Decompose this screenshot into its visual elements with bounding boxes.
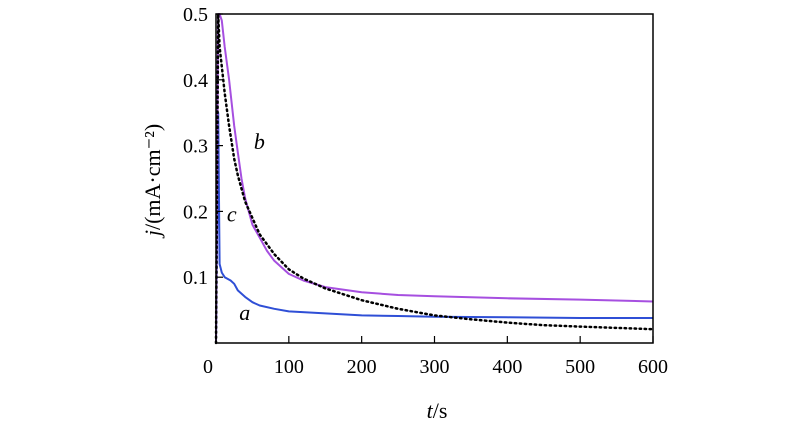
series-label-a: a (239, 300, 250, 325)
x-tick-label: 300 (420, 356, 450, 378)
y-tick-label: 0.3 (183, 136, 208, 158)
x-tick-label: 600 (638, 356, 668, 378)
x-tick-label: 200 (347, 356, 377, 378)
y-tick-label: 0.5 (183, 4, 208, 26)
series-line-a (215, 111, 653, 344)
series-line-c (214, 12, 655, 345)
series-label-b: b (254, 129, 265, 154)
x-tick-label: 500 (565, 356, 595, 378)
y-axis-label: j/(mA·cm⁻²) (140, 124, 165, 239)
y-tick-label: 0.1 (183, 267, 208, 289)
x-axis-label: t/s (427, 398, 448, 423)
series-label-c: c (227, 201, 237, 226)
x-tick-label: 0 (203, 356, 213, 378)
axis-ticks: 0 100 200 300 400 500 600 0.1 0.2 0.3 0.4 0.5 (183, 4, 668, 378)
y-tick-label: 0.2 (183, 201, 208, 223)
data-curves: a b c (214, 12, 655, 345)
x-tick-label: 100 (274, 356, 304, 378)
y-tick-label: 0.4 (183, 70, 208, 92)
series-line-b (215, 13, 654, 344)
plot-frame (215, 13, 654, 344)
x-tick-label: 400 (492, 356, 522, 378)
